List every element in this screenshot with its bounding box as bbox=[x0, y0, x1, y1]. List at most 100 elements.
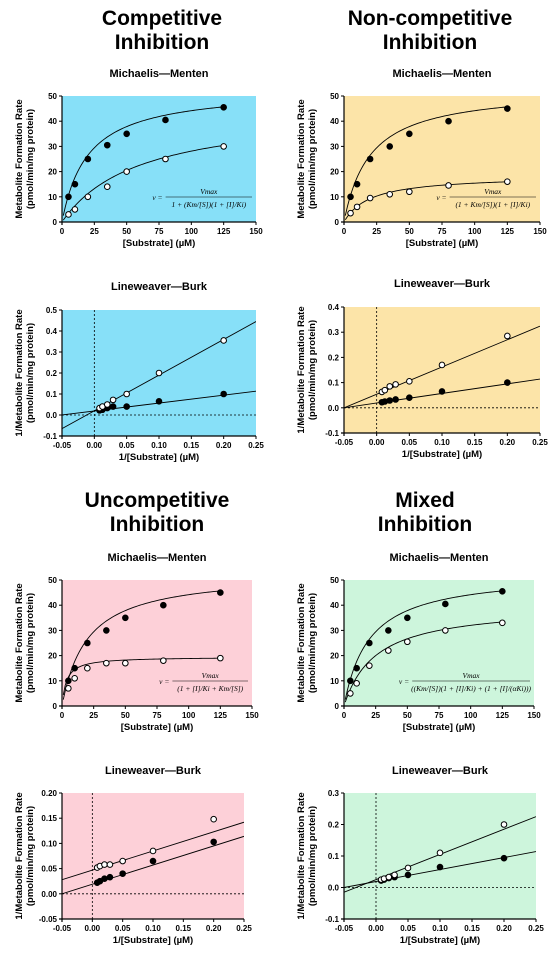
data-point bbox=[71, 674, 78, 682]
data-point bbox=[106, 873, 114, 881]
data-point bbox=[436, 863, 444, 871]
data-point bbox=[504, 332, 511, 340]
data-point bbox=[123, 130, 130, 138]
fit-line bbox=[344, 106, 508, 216]
x-tick-label: 0.15 bbox=[464, 924, 480, 933]
data-point bbox=[353, 203, 361, 211]
x-tick-label: 100 bbox=[468, 227, 482, 236]
data-point bbox=[353, 680, 360, 687]
data-point bbox=[404, 638, 411, 646]
chart: Michaelis—Menten 0 25 50 75 100 125 150 0 10 20 30 4… bbox=[296, 68, 547, 249]
data-point bbox=[122, 614, 129, 622]
data-point bbox=[499, 588, 506, 595]
y-tick-label: 0.2 bbox=[46, 369, 58, 378]
equation-numerator: Vmax bbox=[202, 671, 220, 680]
data-point bbox=[210, 815, 217, 823]
x-tick-label: 0.00 bbox=[368, 924, 384, 933]
y-tick-label: 50 bbox=[48, 576, 57, 585]
chart: Lineweaver—Burk-0.05 0.00 0.05 0.10 0.15 0.20… bbox=[14, 281, 264, 463]
data-point bbox=[123, 390, 130, 398]
data-point bbox=[220, 143, 227, 150]
y-tick-label: 0.1 bbox=[328, 379, 340, 388]
data-point bbox=[65, 211, 72, 218]
y-axis-label-line: (pmol/min/mg protein) bbox=[307, 593, 318, 693]
y-tick-label: 0.15 bbox=[41, 814, 57, 823]
y-tick-label: 20 bbox=[48, 652, 57, 661]
data-point bbox=[149, 847, 157, 855]
data-point bbox=[386, 397, 394, 404]
data-point bbox=[65, 677, 72, 685]
chart-title: Michaelis—Menten bbox=[392, 68, 491, 80]
y-tick-label: 50 bbox=[330, 92, 339, 101]
y-axis-label-line: 1/Metabolite Formation Rate bbox=[14, 792, 25, 919]
y-axis-label-line: (pmol/min/mg protein) bbox=[307, 806, 318, 906]
data-point bbox=[155, 369, 163, 377]
y-tick-label: 20 bbox=[330, 652, 339, 661]
data-point bbox=[103, 627, 110, 634]
data-point bbox=[386, 190, 394, 198]
data-point bbox=[119, 857, 126, 865]
x-tick-label: 150 bbox=[533, 227, 547, 236]
x-tick-label: 0.05 bbox=[400, 924, 416, 933]
x-tick-label: 0 bbox=[342, 227, 347, 236]
x-tick-label: -0.05 bbox=[335, 924, 354, 933]
y-tick-label: 0.3 bbox=[328, 328, 340, 337]
x-tick-label: 100 bbox=[185, 227, 199, 236]
y-tick-label: 0.1 bbox=[46, 390, 58, 399]
fit-line bbox=[344, 590, 503, 700]
x-axis-label: 1/[Substrate] (µM) bbox=[402, 449, 482, 460]
x-tick-label: 0.15 bbox=[467, 438, 483, 447]
data-point bbox=[404, 871, 412, 879]
data-point bbox=[84, 639, 91, 647]
x-tick-label: 0.05 bbox=[115, 924, 131, 933]
y-axis-label-line: (pmol/min/mg protein) bbox=[25, 109, 36, 209]
panel-title-noncompetitive: Non-competitive Inhibition bbox=[348, 7, 513, 54]
equation-lhs: v = bbox=[436, 193, 446, 202]
panel-title-line: Competitive bbox=[102, 7, 222, 30]
plot-area bbox=[62, 793, 244, 919]
y-axis-label: 1/Metabolite Formation Rate(pmol/min/mg … bbox=[14, 792, 36, 919]
y-tick-label: 0.2 bbox=[328, 821, 340, 830]
x-tick-label: 0.00 bbox=[369, 438, 385, 447]
data-point bbox=[353, 664, 360, 672]
y-tick-label: -0.1 bbox=[43, 432, 57, 441]
panel-title-line: Inhibition bbox=[110, 513, 204, 536]
x-tick-label: 25 bbox=[90, 227, 99, 236]
data-point bbox=[442, 627, 449, 634]
x-tick-label: 25 bbox=[89, 711, 98, 720]
y-axis-label-line: 1/Metabolite Formation Rate bbox=[296, 792, 307, 919]
data-point bbox=[123, 403, 130, 410]
x-axis-label: 1/[Substrate] (µM) bbox=[119, 452, 199, 463]
panel-title-line: Mixed bbox=[395, 489, 455, 512]
x-tick-label: 25 bbox=[372, 227, 381, 236]
data-point bbox=[347, 193, 354, 201]
x-tick-label: 75 bbox=[155, 227, 164, 236]
y-tick-label: 0.5 bbox=[46, 306, 58, 315]
x-tick-label: 0.10 bbox=[432, 924, 448, 933]
data-point bbox=[217, 654, 224, 662]
data-point bbox=[149, 857, 157, 865]
x-tick-label: 75 bbox=[153, 711, 162, 720]
y-tick-label: 10 bbox=[330, 193, 339, 202]
y-axis-label: 1/Metabolite Formation Rate(pmol/min/mg … bbox=[14, 309, 36, 436]
data-point bbox=[84, 155, 92, 163]
x-tick-label: 150 bbox=[249, 227, 263, 236]
data-point bbox=[438, 361, 446, 369]
y-tick-label: 0.00 bbox=[41, 890, 57, 899]
x-tick-label: -0.05 bbox=[53, 441, 72, 450]
y-tick-label: 40 bbox=[48, 117, 57, 126]
fit-line bbox=[62, 106, 224, 216]
y-tick-label: 0 bbox=[53, 218, 58, 227]
data-point bbox=[220, 337, 227, 344]
y-tick-label: -0.05 bbox=[39, 915, 58, 924]
y-tick-label: 0.0 bbox=[328, 884, 340, 893]
equation-denominator: 1 + (Km/[S])(1 + [I]/Ki) bbox=[171, 200, 246, 209]
fit-line bbox=[62, 657, 221, 696]
data-point bbox=[404, 614, 411, 622]
x-tick-label: 50 bbox=[122, 227, 131, 236]
x-tick-label: 0.25 bbox=[248, 441, 264, 450]
y-tick-label: 10 bbox=[48, 193, 57, 202]
x-tick-label: 50 bbox=[405, 227, 414, 236]
panel-title-uncompetitive: Uncompetitive Inhibition bbox=[85, 489, 230, 536]
y-tick-label: 0.1 bbox=[328, 852, 340, 861]
